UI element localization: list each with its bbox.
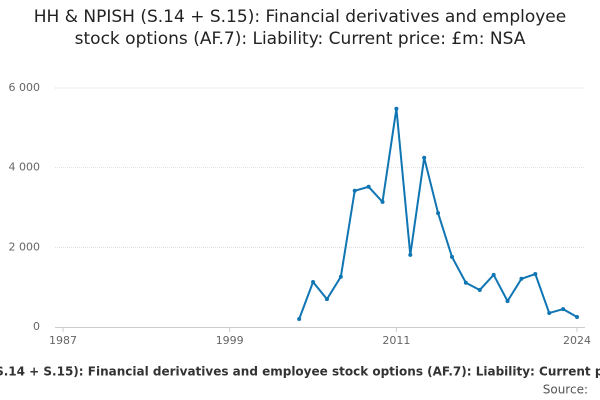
x-tick-label: 1999 — [216, 334, 244, 347]
data-point — [449, 254, 454, 259]
x-tick-label: 2011 — [382, 334, 410, 347]
y-tick-label: 0 — [33, 320, 40, 333]
data-point — [394, 106, 399, 111]
x-tick-label: 1987 — [49, 334, 77, 347]
data-point — [505, 299, 510, 304]
y-tick-label: 4 000 — [9, 161, 41, 174]
data-point — [533, 272, 538, 277]
data-point — [408, 252, 413, 257]
data-point — [519, 276, 524, 281]
y-tick-label: 6 000 — [9, 81, 41, 94]
data-point — [575, 315, 579, 320]
data-point — [491, 272, 496, 277]
source: Source: — [543, 383, 588, 397]
data-point — [463, 280, 468, 285]
data-point — [547, 311, 552, 316]
data-point — [380, 199, 385, 204]
data-point — [422, 155, 427, 160]
data-point — [561, 307, 566, 312]
data-point — [338, 274, 343, 279]
data-point — [352, 188, 357, 193]
data-point — [436, 211, 441, 216]
data-point — [366, 184, 371, 189]
x-tick-label: 2024 — [563, 334, 591, 347]
chart-title: HH & NPISH (S.14 + S.15): Financial deri… — [33, 7, 567, 49]
data-point — [324, 297, 329, 302]
data-point — [311, 279, 316, 284]
y-tick-label: 2 000 — [9, 240, 41, 253]
data-point — [477, 287, 482, 292]
x-axis-label: HH & NPISH (S.14 + S.15): Financial deri… — [0, 365, 600, 379]
data-point — [297, 317, 302, 322]
